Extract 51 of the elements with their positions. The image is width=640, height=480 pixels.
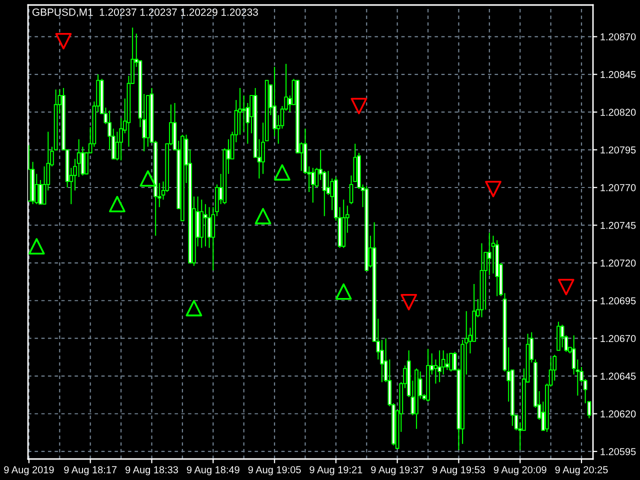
candlestick bbox=[445, 352, 450, 371]
y-tick-label: 1.20620 bbox=[600, 410, 636, 418]
y-tick-label: 1.20845 bbox=[600, 71, 636, 78]
x-tick-label: 9 Aug 2019 bbox=[4, 466, 54, 476]
x-tick-label: 9 Aug 20:09 bbox=[494, 466, 546, 476]
candlestick bbox=[426, 348, 430, 402]
candlestick bbox=[414, 368, 418, 430]
y-tick-label: 1.20820 bbox=[600, 108, 636, 116]
y-tick-label: 1.20795 bbox=[600, 146, 636, 154]
x-tick-label: 9 Aug 18:49 bbox=[186, 466, 240, 476]
y-tick-label: 1.20670 bbox=[600, 334, 636, 342]
point bbox=[109, 196, 126, 212]
x-tick-label: 9 Aug 19:53 bbox=[432, 466, 485, 476]
candlestick bbox=[438, 350, 442, 383]
point bbox=[558, 278, 574, 296]
point bbox=[485, 180, 502, 198]
candlestick bbox=[28, 144, 31, 202]
candlestick bbox=[560, 324, 564, 348]
point bbox=[335, 283, 352, 300]
point bbox=[28, 238, 45, 255]
x-tick-label: 9 Aug 18:33 bbox=[126, 466, 178, 476]
candlestick bbox=[200, 199, 204, 248]
point bbox=[274, 164, 290, 181]
y-tick-label: 1.20870 bbox=[600, 33, 636, 40]
candlestick bbox=[556, 321, 560, 351]
x-tick-label: 9 Aug 19:21 bbox=[310, 466, 362, 476]
y-tick-label: 1.20720 bbox=[600, 260, 636, 267]
candlestick bbox=[449, 352, 453, 372]
x-tick-label: 9 Aug 20:25 bbox=[555, 466, 608, 476]
candlestick bbox=[310, 167, 315, 204]
x-tick-label: 9 Aug 19:37 bbox=[371, 466, 424, 476]
candlestick bbox=[364, 185, 369, 271]
y-tick-label: 1.20695 bbox=[600, 297, 636, 304]
x-tick-label: 9 Aug 18:17 bbox=[64, 466, 117, 476]
candlestick bbox=[495, 240, 500, 297]
point bbox=[350, 98, 368, 114]
x-tick-label: 9 Aug 19:05 bbox=[248, 466, 301, 476]
point bbox=[254, 208, 272, 224]
point bbox=[55, 33, 72, 50]
y-tick-label: 1.20645 bbox=[600, 372, 636, 380]
y-tick-label: 1.20770 bbox=[600, 184, 636, 192]
candlestick bbox=[480, 242, 484, 318]
candlestick bbox=[342, 199, 346, 248]
y-tick-label: 1.20595 bbox=[600, 448, 636, 456]
point bbox=[400, 294, 418, 310]
y-tick-label: 1.20745 bbox=[600, 222, 636, 229]
chart-title: GBPUSD,M1 1.20237 1.20237 1.20229 1.20233 bbox=[32, 8, 258, 18]
point bbox=[186, 300, 202, 316]
point bbox=[140, 170, 156, 187]
candlestick bbox=[180, 134, 184, 222]
candlestick bbox=[204, 204, 208, 247]
